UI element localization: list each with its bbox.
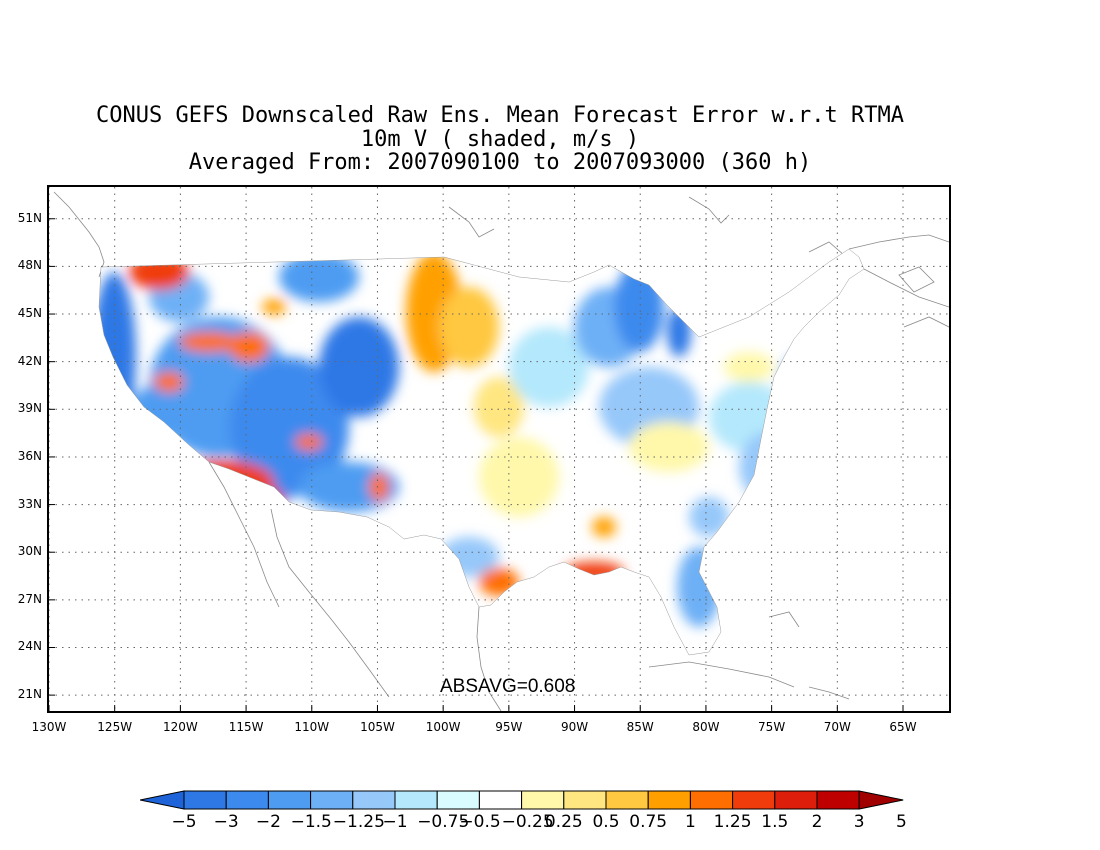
colorbar-tick-label: −5 (171, 812, 197, 832)
colorbar-tick-label: 0.5 (592, 812, 620, 832)
colorbar-tick-label: 0.75 (629, 812, 668, 832)
lat-tick-label: 30N (17, 544, 42, 559)
lon-tick-label: 70W (823, 720, 851, 734)
colorbar-tick-label: −3 (213, 812, 239, 832)
map-panel (47, 185, 951, 713)
lon-tick-label: 120W (162, 720, 198, 734)
lon-tick-label: 130W (31, 720, 67, 734)
colorbar-tick-label: −0.25 (501, 812, 554, 832)
colorbar-tick-label: 1.5 (761, 812, 789, 832)
colorbar-low-arrow (140, 790, 185, 810)
colorbar-swatch (267, 790, 312, 810)
colorbar-swatch (521, 790, 565, 810)
lon-tick-label: 95W (495, 720, 523, 734)
lon-tick-label: 100W (425, 720, 461, 734)
map-gridlines (49, 187, 949, 711)
lon-tick-label: 90W (560, 720, 589, 734)
colorbar-swatch (352, 790, 396, 810)
colorbar-tick-label: 1.25 (713, 812, 752, 832)
lon-tick-label: 115W (228, 720, 264, 734)
lat-tick-label: 42N (17, 353, 42, 368)
lon-tick-label: 85W (626, 720, 654, 734)
colorbar-tick-label: 2 (811, 812, 823, 832)
colorbar-swatch (689, 790, 734, 810)
colorbar-tick-label: −1.25 (332, 812, 385, 832)
shaded-field (99, 249, 864, 655)
colorbar-tick-label: 5 (895, 812, 907, 832)
colorbar-swatch (774, 790, 818, 810)
lon-tick-label: 110W (294, 720, 330, 734)
colorbar-tick-label: −0.5 (459, 812, 501, 832)
lon-tick-label: 80W (692, 720, 720, 734)
lat-tick-label: 27N (17, 591, 42, 606)
colorbar-swatch (183, 790, 227, 810)
lon-tick-label: 65W (889, 720, 917, 734)
lat-tick-label: 36N (17, 448, 42, 463)
lat-tick-label: 45N (17, 306, 42, 321)
colorbar-tick-label: −1.5 (290, 812, 332, 832)
colorbar (140, 790, 904, 810)
colorbar-tick-label: 0.25 (544, 812, 583, 832)
lat-tick-label: 33N (17, 496, 42, 511)
lat-tick-label: 24N (17, 639, 42, 654)
lat-tick-label: 51N (17, 210, 42, 225)
colorbar-swatch (478, 790, 523, 810)
map-canvas (49, 187, 949, 711)
colorbar-swatch (394, 790, 438, 810)
colorbar-swatch (816, 790, 860, 810)
lat-tick-label: 48N (17, 258, 42, 273)
map-title-line-3: Averaged From: 2007090100 to 2007093000 … (188, 150, 812, 175)
colorbar-swatch (310, 790, 354, 810)
lat-tick-label: 21N (17, 687, 42, 702)
lon-tick-label: 125W (97, 720, 133, 734)
colorbar-tick-label: −0.75 (417, 812, 470, 832)
lat-tick-label: 39N (17, 401, 42, 416)
colorbar-swatch (647, 790, 691, 810)
absavg-label: ABSAVG=0.608 (440, 676, 576, 697)
map-title-line-1: CONUS GEFS Downscaled Raw Ens. Mean Fore… (96, 103, 904, 128)
colorbar-swatch (225, 790, 269, 810)
colorbar-tick-label: 1 (684, 812, 696, 832)
colorbar-swatch (605, 790, 649, 810)
colorbar-high-arrow (858, 790, 904, 810)
colorbar-swatch (436, 790, 480, 810)
coastlines (53, 191, 949, 711)
colorbar-tick-label: −2 (255, 812, 281, 832)
lon-tick-label: 105W (360, 720, 395, 734)
colorbar-swatch (732, 790, 776, 810)
map-title-line-2: 10m V ( shaded, m/s ) (360, 127, 640, 152)
lon-tick-label: 75W (758, 720, 786, 734)
colorbar-tick-label: 3 (853, 812, 865, 832)
colorbar-tick-label: −1 (382, 812, 408, 832)
colorbar-swatch (563, 790, 607, 810)
